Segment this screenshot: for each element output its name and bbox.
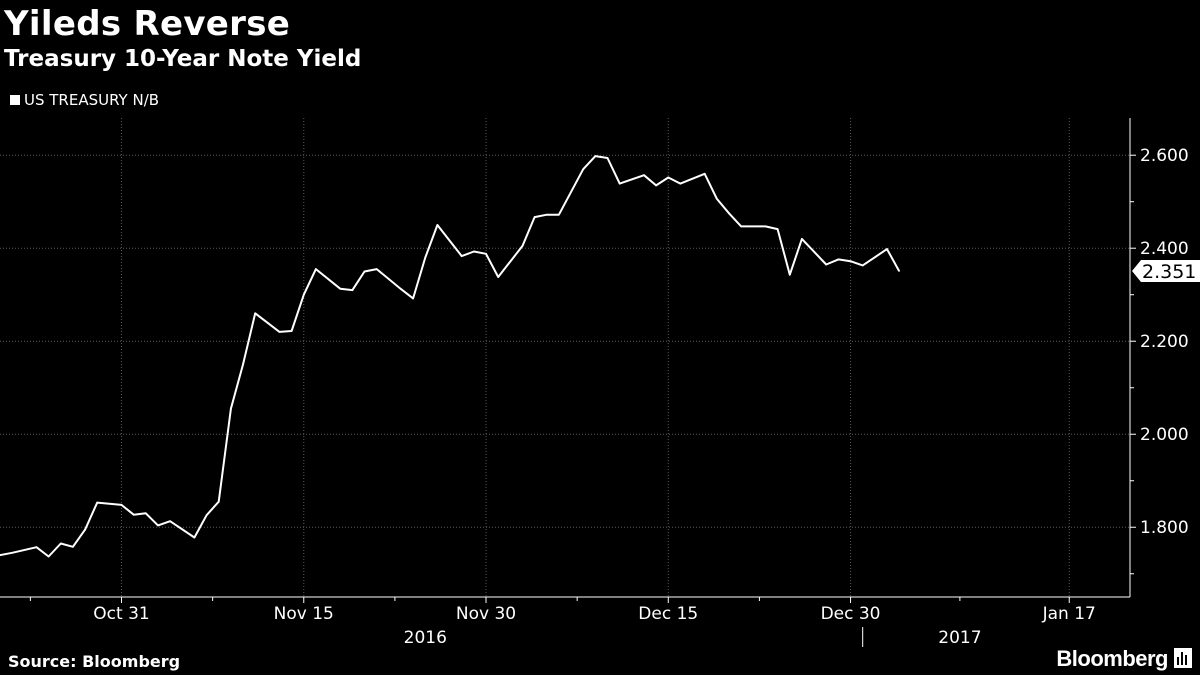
chart-subtitle: Treasury 10-Year Note Yield bbox=[4, 46, 362, 72]
series-point bbox=[740, 225, 742, 228]
series-point bbox=[242, 363, 244, 366]
series-point bbox=[339, 287, 342, 290]
series-point bbox=[145, 512, 147, 515]
series-point bbox=[205, 514, 208, 516]
series-point bbox=[47, 555, 50, 558]
year-label: 2016 bbox=[404, 628, 447, 648]
x-tick-label: Jan 17 bbox=[1042, 604, 1096, 624]
series-point bbox=[703, 173, 706, 175]
series-point bbox=[217, 500, 220, 503]
series-point bbox=[606, 157, 609, 159]
series-point bbox=[558, 213, 560, 216]
series-point bbox=[728, 212, 730, 215]
series-point bbox=[0, 554, 1, 556]
x-tick-label: Nov 30 bbox=[456, 604, 516, 624]
series-point bbox=[764, 225, 767, 228]
series-point bbox=[230, 407, 232, 410]
year-label: 2017 bbox=[938, 628, 981, 648]
y-tick-label: 2.200 bbox=[1140, 332, 1189, 352]
series-point bbox=[157, 524, 159, 527]
series-point bbox=[521, 245, 524, 247]
series-point bbox=[351, 289, 354, 291]
series-point bbox=[60, 542, 62, 545]
series-point bbox=[460, 255, 463, 257]
series-point bbox=[400, 288, 402, 290]
x-tick-label: Dec 30 bbox=[821, 604, 881, 624]
series-line bbox=[0, 155, 900, 558]
series-point bbox=[886, 248, 888, 250]
brand-logo: Bloomberg bbox=[1056, 646, 1168, 671]
y-tick-label: 2.600 bbox=[1140, 146, 1189, 166]
series-point bbox=[278, 331, 281, 333]
source-note: Source: Bloomberg bbox=[8, 652, 181, 671]
series-point bbox=[72, 546, 74, 548]
series-point bbox=[898, 270, 900, 272]
series-point bbox=[546, 213, 548, 216]
y-tick-label: 2.000 bbox=[1140, 425, 1189, 445]
series-point bbox=[412, 297, 414, 300]
legend: US TREASURY N/B bbox=[10, 91, 159, 109]
x-tick-label: Dec 15 bbox=[638, 604, 698, 624]
legend-label: US TREASURY N/B bbox=[24, 91, 160, 109]
series-point bbox=[132, 513, 135, 516]
y-tick-label: 2.400 bbox=[1140, 239, 1189, 259]
series-point bbox=[789, 273, 791, 276]
series-point bbox=[533, 216, 536, 218]
series-point bbox=[594, 155, 597, 157]
series-point bbox=[96, 501, 98, 504]
x-tick-label: Nov 15 bbox=[274, 604, 334, 624]
series-point bbox=[837, 258, 840, 261]
series-point bbox=[375, 268, 378, 270]
series-point bbox=[169, 520, 171, 522]
series-point bbox=[667, 176, 670, 179]
series-point bbox=[643, 174, 645, 176]
series-point bbox=[849, 260, 852, 263]
last-value-tag bbox=[1132, 260, 1200, 283]
series-point bbox=[485, 253, 487, 255]
series-point bbox=[11, 552, 13, 554]
series-point bbox=[193, 536, 196, 539]
series-point bbox=[582, 168, 584, 170]
series-point bbox=[35, 546, 38, 548]
series-point bbox=[290, 330, 293, 332]
series-point bbox=[716, 198, 718, 200]
series-point bbox=[424, 256, 427, 259]
legend-swatch bbox=[10, 95, 20, 105]
series-point bbox=[825, 263, 827, 266]
series-point bbox=[776, 228, 779, 230]
x-tick-label: Oct 31 bbox=[93, 604, 149, 624]
y-tick-label: 1.800 bbox=[1140, 518, 1189, 538]
series-point bbox=[436, 224, 439, 226]
chart-title: Yileds Reverse bbox=[4, 4, 291, 44]
last-value-label: 2.351 bbox=[1142, 261, 1196, 283]
series-point bbox=[120, 504, 123, 506]
series-point bbox=[254, 312, 256, 315]
series-point bbox=[861, 264, 864, 267]
series-point bbox=[679, 182, 682, 185]
series-point bbox=[315, 268, 317, 270]
bar-chart-icon bbox=[1174, 648, 1192, 668]
series-point bbox=[473, 250, 475, 253]
series-point bbox=[655, 184, 657, 187]
series-point bbox=[497, 276, 500, 278]
series-point bbox=[618, 182, 621, 185]
series-point bbox=[363, 270, 366, 273]
series-point bbox=[801, 238, 803, 240]
series-point bbox=[84, 528, 86, 531]
series-point bbox=[303, 293, 305, 296]
